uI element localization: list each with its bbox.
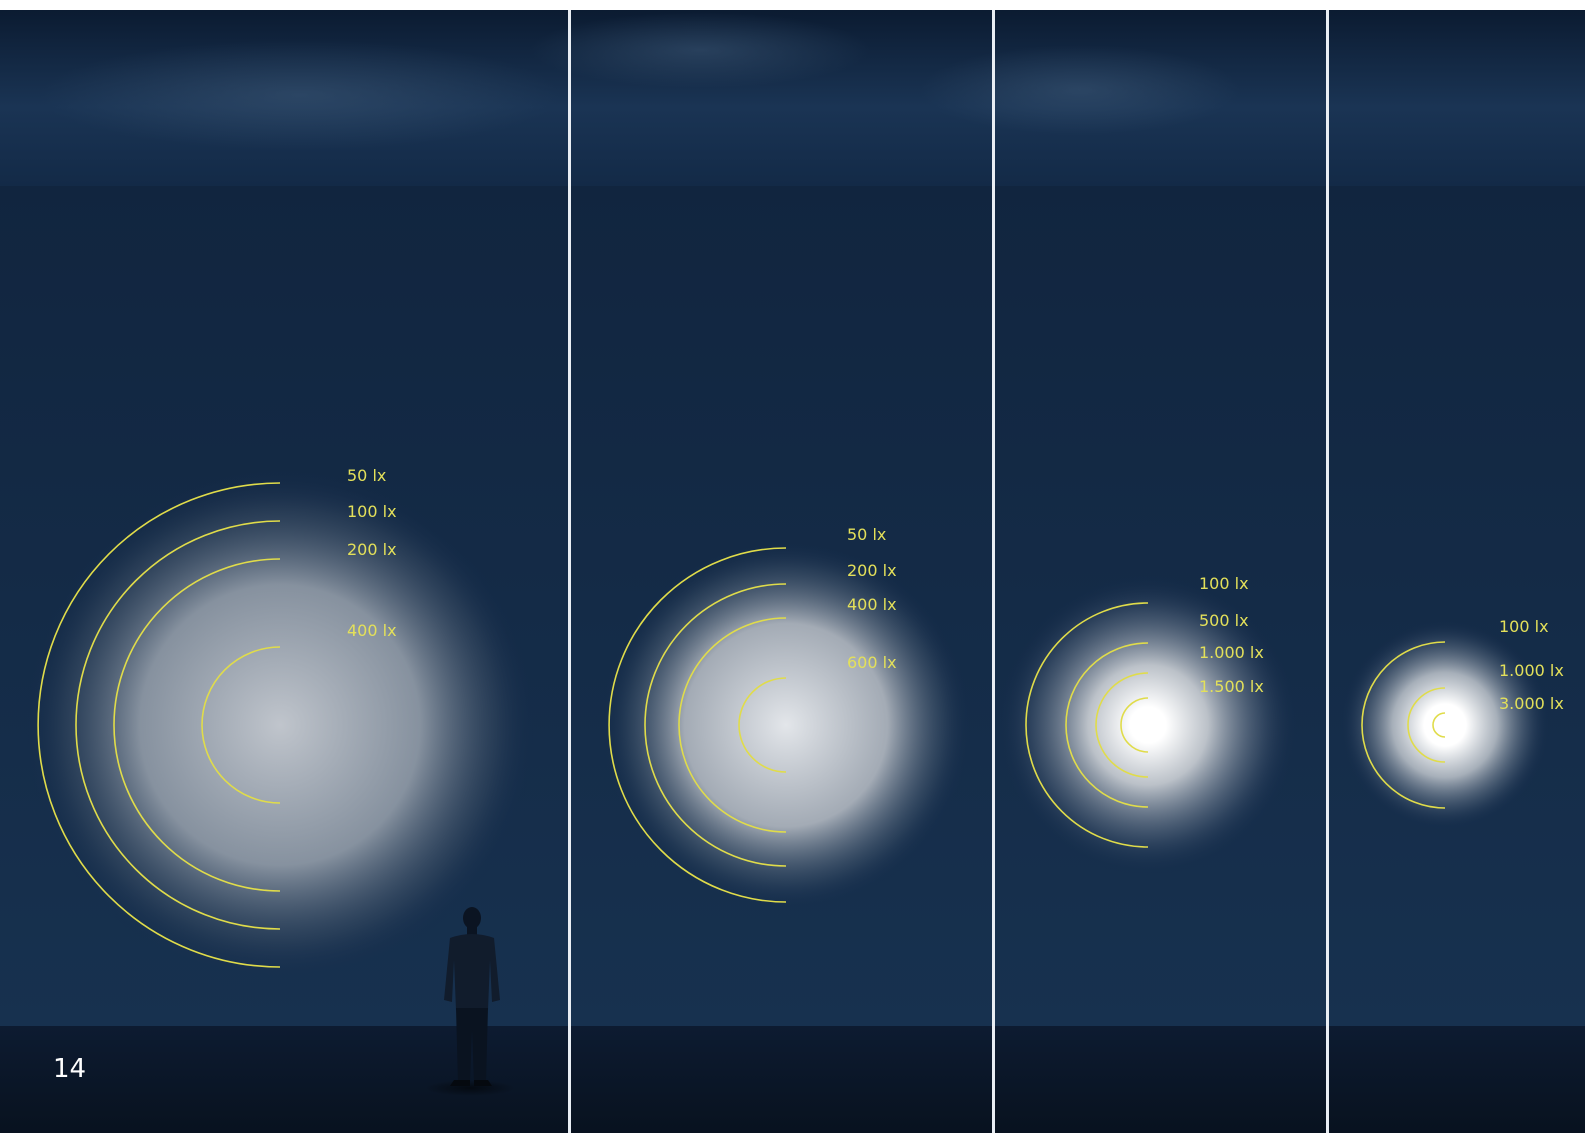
panel-divider — [568, 10, 571, 1133]
panel-divider — [992, 10, 995, 1133]
lux-label: 600 lx — [847, 653, 897, 672]
lux-label: 100 lx — [1499, 617, 1549, 636]
right-margin — [1585, 0, 1588, 1133]
isolux-arc — [678, 617, 787, 833]
light-glow-panel-2 — [601, 540, 971, 910]
lux-label: 400 lx — [347, 621, 397, 640]
lux-label: 100 lx — [347, 502, 397, 521]
light-glow-panel-1 — [25, 470, 535, 980]
page-number: 14 — [53, 1054, 86, 1084]
lux-label: 400 lx — [847, 595, 897, 614]
isolux-arc — [738, 677, 787, 773]
panel-divider — [1326, 10, 1329, 1133]
lux-label: 50 lx — [847, 525, 886, 544]
cloud — [40, 40, 560, 150]
light-glow-panel-4 — [1340, 620, 1550, 830]
isolux-arcs — [37, 482, 1446, 968]
lux-label: 200 lx — [847, 561, 897, 580]
lux-label: 1.000 lx — [1499, 661, 1564, 680]
isolux-arc — [37, 482, 281, 968]
cloud — [530, 12, 870, 88]
light-glow-panel-3 — [998, 575, 1298, 875]
isolux-arc — [1095, 672, 1149, 778]
lux-label: 1.000 lx — [1199, 643, 1264, 662]
isolux-arc — [1065, 642, 1149, 808]
lux-label: 1.500 lx — [1199, 677, 1264, 696]
isolux-arc — [644, 583, 787, 867]
isolux-arc — [1025, 602, 1149, 848]
isolux-arc — [1361, 641, 1446, 809]
person-shadow — [425, 1080, 515, 1096]
isolux-arc — [1120, 697, 1149, 753]
isolux-arc — [1432, 712, 1446, 738]
cloud — [920, 45, 1240, 135]
lux-label: 50 lx — [347, 466, 386, 485]
isolux-arc — [75, 520, 281, 930]
person-silhouette — [425, 907, 515, 1096]
lux-label: 100 lx — [1199, 574, 1249, 593]
isolux-arc — [1407, 687, 1446, 763]
ground — [0, 1026, 1588, 1133]
isolux-arc — [608, 547, 787, 903]
lux-label: 200 lx — [347, 540, 397, 559]
isolux-arc — [113, 558, 281, 892]
lux-label: 3.000 lx — [1499, 694, 1564, 713]
isolux-arc — [201, 646, 281, 804]
top-margin — [0, 0, 1588, 10]
lux-label: 500 lx — [1199, 611, 1249, 630]
lux-labels: 50 lx 100 lx 200 lx 400 lx 50 lx 200 lx … — [347, 466, 1564, 713]
